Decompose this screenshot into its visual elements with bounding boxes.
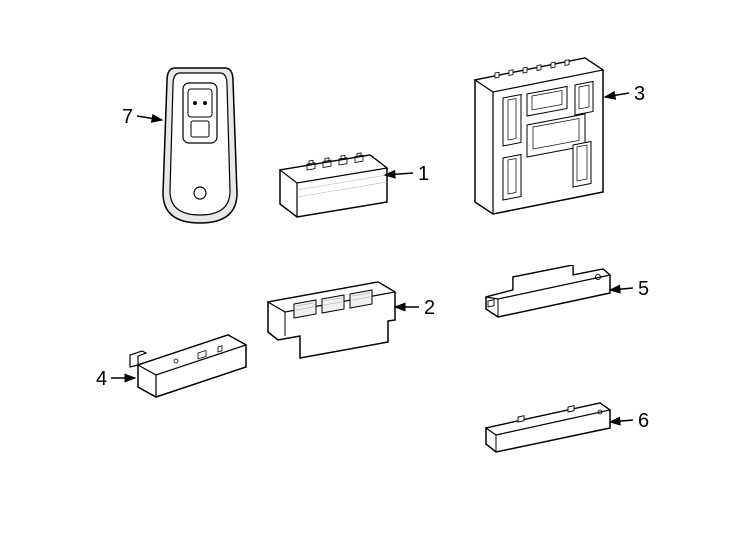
callout-label-6: 6 (638, 410, 649, 433)
key-fob (155, 63, 245, 233)
callout-label-5: 5 (638, 278, 649, 301)
callout-label-3: 3 (634, 83, 645, 106)
control-module (465, 50, 615, 220)
callout-label-7: 7 (122, 106, 133, 129)
antenna-module (128, 325, 258, 400)
callout-label-1: 1 (418, 163, 429, 186)
callout-label-4: 4 (96, 368, 107, 391)
connector-block (275, 150, 395, 220)
bracket-lower (478, 400, 618, 455)
callout-label-2: 2 (424, 297, 435, 320)
switch-panel (260, 280, 405, 360)
bracket-upper (478, 265, 618, 325)
